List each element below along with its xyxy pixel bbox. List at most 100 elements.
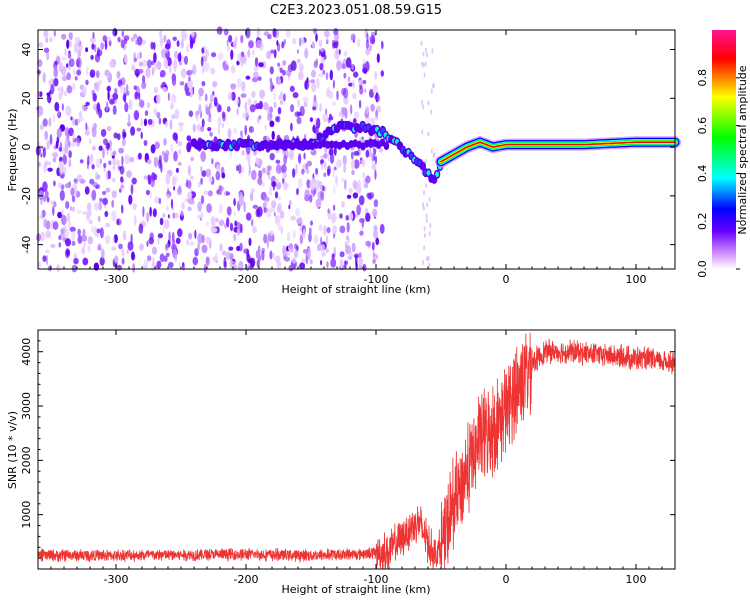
noise-blob: [326, 261, 329, 268]
noise-blob: [58, 147, 62, 152]
noise-blob: [143, 258, 149, 267]
noise-blob: [172, 212, 176, 219]
noise-blob: [217, 52, 224, 61]
noise-blob: [289, 247, 294, 253]
noise-blob: [78, 110, 82, 118]
noise-blob: [61, 33, 67, 40]
noise-blob: [92, 146, 96, 151]
noise-blob: [73, 68, 76, 76]
track-core: [426, 170, 431, 176]
y-tick-label: 40: [20, 43, 33, 57]
noise-blob: [133, 215, 137, 226]
noise-blob: [188, 76, 191, 82]
noise-blob: [273, 101, 277, 109]
noise-blob: [316, 117, 321, 129]
noise-blob: [85, 122, 88, 131]
noise-blob: [352, 118, 357, 124]
noise-blob: [310, 220, 313, 226]
noise-blob: [320, 56, 325, 65]
noise-blob: [343, 163, 346, 173]
noise-blob: [85, 79, 89, 86]
snr-frame: [37, 329, 676, 570]
noise-blob: [112, 158, 117, 166]
noise-blob: [76, 58, 80, 66]
noise-blob: [331, 101, 336, 106]
noise-blob: [351, 63, 355, 71]
noise-blob: [66, 63, 69, 68]
noise-blob: [71, 230, 76, 241]
noise-blob: [301, 168, 305, 175]
noise-blob: [60, 86, 64, 96]
noise-blob: [233, 198, 236, 207]
noise-blob: [275, 215, 279, 224]
noise-blob: [112, 165, 116, 171]
noise-blob: [253, 71, 259, 79]
noise-blob: [344, 179, 347, 190]
noise-blob: [133, 85, 138, 90]
noise-blob: [291, 257, 297, 264]
noise-blob: [177, 161, 182, 166]
noise-blob: [83, 242, 86, 247]
noise-blob: [111, 190, 117, 199]
noise-blob: [58, 182, 62, 188]
noise-blob: [111, 210, 117, 222]
noise-blob: [145, 189, 150, 196]
noise-blob: [196, 123, 202, 132]
noise-blob: [65, 105, 72, 116]
noise-blob: [332, 167, 335, 179]
noise-blob: [371, 241, 375, 251]
noise-blob: [309, 259, 313, 265]
noise-blob: [121, 257, 125, 265]
noise-blob: [433, 152, 436, 158]
noise-blob: [358, 256, 364, 267]
noise-blob: [194, 229, 197, 239]
noise-blob: [163, 138, 167, 146]
noise-blob: [42, 72, 46, 83]
noise-blob: [319, 155, 325, 160]
noise-blob: [90, 73, 95, 78]
noise-blob: [279, 99, 284, 105]
noise-blob: [98, 80, 103, 85]
noise-blob: [100, 248, 105, 260]
noise-blob: [159, 30, 163, 38]
noise-blob: [135, 72, 139, 78]
noise-blob: [147, 174, 152, 185]
colorbar-ticks: 0.0 0.2 0.4 0.6 0.8: [696, 69, 740, 278]
noise-blob: [210, 92, 215, 102]
noise-blob: [422, 51, 425, 57]
noise-blob: [347, 76, 351, 83]
noise-blob: [297, 71, 304, 81]
colorbar-tick-label: 0.8: [696, 69, 709, 87]
y-tick-label: 2000: [20, 446, 33, 474]
noise-blob: [105, 101, 109, 112]
noise-blob: [209, 176, 213, 183]
noise-blob: [64, 90, 67, 97]
noise-blob: [40, 231, 45, 242]
noise-blob: [376, 53, 380, 63]
noise-blob: [366, 32, 369, 43]
noise-blob: [313, 234, 319, 245]
noise-blob: [172, 36, 177, 41]
noise-blob: [224, 190, 227, 196]
noise-blob: [52, 157, 57, 163]
noise-blob: [327, 91, 334, 100]
noise-blob: [90, 36, 96, 44]
noise-blob: [184, 55, 188, 65]
y-tick-label: 4000: [20, 338, 33, 366]
noise-blob: [296, 116, 302, 125]
noise-blob: [357, 179, 362, 188]
noise-blob: [226, 106, 231, 113]
noise-blob: [174, 50, 179, 59]
noise-blob: [150, 41, 154, 50]
noise-blob: [205, 236, 211, 244]
noise-blob: [345, 57, 352, 69]
noise-blob: [362, 263, 367, 272]
noise-blob: [65, 238, 71, 247]
noise-blob: [64, 144, 69, 154]
noise-blob: [318, 224, 322, 231]
noise-blob: [421, 61, 424, 67]
noise-blob: [126, 83, 129, 93]
x-tick-label: 0: [503, 273, 510, 286]
noise-blob: [171, 73, 177, 82]
noise-blob: [315, 198, 322, 208]
